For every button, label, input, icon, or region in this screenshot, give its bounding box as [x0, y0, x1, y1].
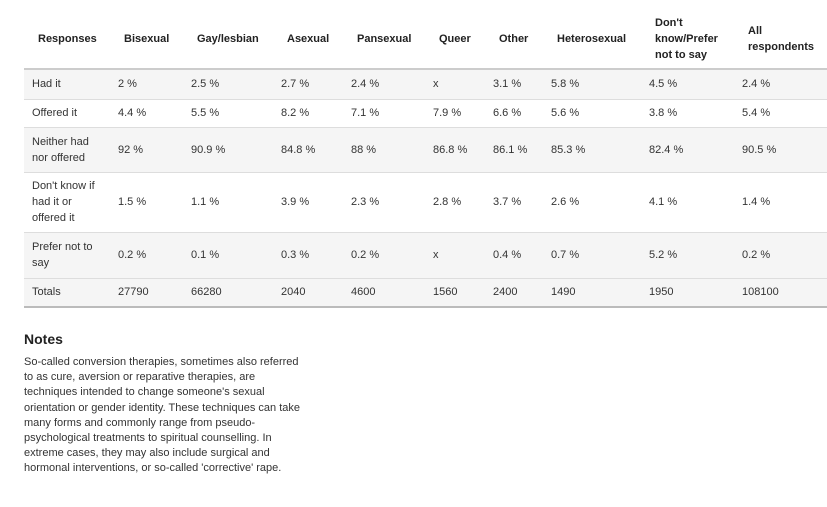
header-row: Responses Bisexual Gay/lesbian Asexual Panse… [24, 10, 827, 70]
notes-text: So-called conversion therapies, sometime… [24, 356, 300, 475]
table-row: Offered it 4.4 % 5.5 % 8.2 % 7.1 % 7.9 % 6.6 %… [24, 99, 827, 128]
table-cell: 2040 [273, 278, 343, 308]
row-label: Totals [24, 278, 110, 308]
table-cell: 2.7 % [273, 69, 343, 100]
column-header: Heterosexual [543, 10, 641, 70]
table-cell: 5.5 % [183, 99, 273, 128]
table-cell: 5.4 % [734, 99, 827, 128]
table-cell: 3.8 % [641, 99, 734, 128]
table-cell: 6.6 % [485, 99, 543, 128]
column-header: Bisexual [110, 10, 183, 70]
table-cell: 0.2 % [734, 232, 827, 279]
table-row: Prefer not to say 0.2 % 0.1 % 0.3 % 0.2 % x 0.… [24, 232, 827, 279]
table-cell: 90.9 % [183, 127, 273, 173]
table-cell: 90.5 % [734, 127, 827, 173]
table-cell: 92 % [110, 127, 183, 173]
table-cell: x [425, 69, 485, 100]
table-cell: 0.2 % [110, 232, 183, 279]
column-header: Pansexual [343, 10, 425, 70]
table-cell: 82.4 % [641, 127, 734, 173]
table-cell: 0.4 % [485, 232, 543, 279]
table-cell: 2.4 % [734, 69, 827, 100]
table-cell: 88 % [343, 127, 425, 173]
table-cell: 1.4 % [734, 172, 827, 233]
column-header: Responses [24, 10, 110, 70]
table-cell: 2.4 % [343, 69, 425, 100]
table-cell: 108100 [734, 278, 827, 308]
table-cell: 86.8 % [425, 127, 485, 173]
column-header: All respondents [734, 10, 827, 70]
table-cell: 2 % [110, 69, 183, 100]
table-cell: 3.1 % [485, 69, 543, 100]
table-cell: 4.1 % [641, 172, 734, 233]
table-cell: 66280 [183, 278, 273, 308]
table-cell: 5.8 % [543, 69, 641, 100]
table-cell: 8.2 % [273, 99, 343, 128]
results-table: Responses Bisexual Gay/lesbian Asexual Panse… [24, 10, 827, 308]
table-cell: 2.5 % [183, 69, 273, 100]
table-cell: 0.3 % [273, 232, 343, 279]
row-label: Prefer not to say [24, 232, 110, 279]
table-cell: 5.2 % [641, 232, 734, 279]
table-cell: 1.1 % [183, 172, 273, 233]
table-cell: 85.3 % [543, 127, 641, 173]
row-label: Don't know if had it or offered it [24, 172, 110, 233]
table-row: Had it 2 % 2.5 % 2.7 % 2.4 % x 3.1 % 5.8 % 4.5 %… [24, 69, 827, 100]
table-cell: 2.6 % [543, 172, 641, 233]
column-header: Other [485, 10, 543, 70]
column-header: Gay/lesbian [183, 10, 273, 70]
table-cell: 7.9 % [425, 99, 485, 128]
table-cell: 0.7 % [543, 232, 641, 279]
table-cell: 2400 [485, 278, 543, 308]
table-cell: 1490 [543, 278, 641, 308]
column-header: Don't know/Prefer not to say [641, 10, 734, 70]
table-cell: 4600 [343, 278, 425, 308]
table-cell: 1950 [641, 278, 734, 308]
table-cell: 4.5 % [641, 69, 734, 100]
table-cell: 0.1 % [183, 232, 273, 279]
table-cell: 27790 [110, 278, 183, 308]
column-header: Queer [425, 10, 485, 70]
table-cell: 2.3 % [343, 172, 425, 233]
table-cell: 0.2 % [343, 232, 425, 279]
row-label: Offered it [24, 99, 110, 128]
table-cell: 7.1 % [343, 99, 425, 128]
column-header: Asexual [273, 10, 343, 70]
table-cell: x [425, 232, 485, 279]
table-cell: 86.1 % [485, 127, 543, 173]
row-label: Neither had nor offered [24, 127, 110, 173]
row-label: Had it [24, 69, 110, 100]
table-cell: 1.5 % [110, 172, 183, 233]
table-body: Had it 2 % 2.5 % 2.7 % 2.4 % x 3.1 % 5.8 % 4.5 %… [24, 69, 827, 308]
table-cell: 3.9 % [273, 172, 343, 233]
table-cell: 1560 [425, 278, 485, 308]
notes-title: Notes [24, 331, 63, 347]
table-cell: 2.8 % [425, 172, 485, 233]
table-cell: 4.4 % [110, 99, 183, 128]
table-cell: 3.7 % [485, 172, 543, 233]
table-cell: 5.6 % [543, 99, 641, 128]
table-row: Don't know if had it or offered it 1.5 % 1… [24, 172, 827, 233]
table-row: Neither had nor offered 92 % 90.9 % 84.8 % 8… [24, 127, 827, 173]
table-row: Totals 27790 66280 2040 4600 1560 2400 1490 1950… [24, 278, 827, 308]
table-cell: 84.8 % [273, 127, 343, 173]
